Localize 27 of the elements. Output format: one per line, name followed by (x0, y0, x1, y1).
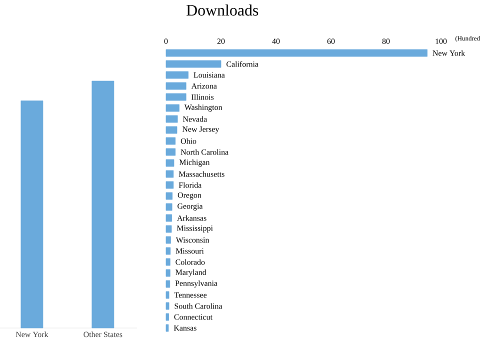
bar (166, 269, 170, 277)
bar (166, 324, 169, 332)
bar (166, 148, 176, 156)
bar (166, 159, 174, 167)
bar (166, 280, 170, 288)
bar (166, 192, 173, 200)
bar (166, 170, 174, 178)
chart-title: Downloads (186, 4, 258, 16)
bar (166, 247, 171, 255)
bar (166, 214, 172, 222)
bar (166, 236, 171, 244)
bar (166, 82, 186, 90)
bar (166, 181, 174, 189)
bar (166, 104, 180, 112)
bar (166, 115, 178, 123)
bar (166, 291, 170, 299)
bar (166, 49, 428, 57)
bar (166, 203, 172, 211)
bar (166, 313, 169, 321)
bar (166, 71, 188, 79)
bar (166, 302, 170, 310)
bar (166, 60, 222, 68)
bar (166, 126, 178, 134)
bar (166, 258, 170, 266)
bar (166, 225, 172, 233)
bar (166, 93, 186, 101)
bar (166, 137, 176, 145)
